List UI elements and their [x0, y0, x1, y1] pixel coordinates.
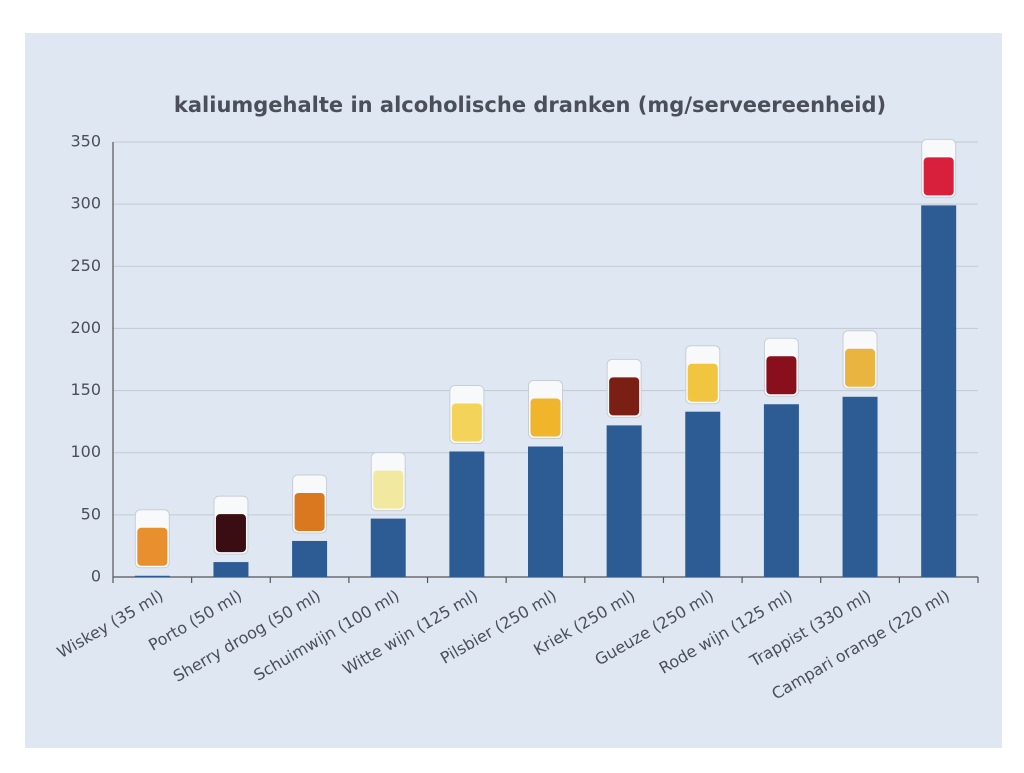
- drink-icon: [921, 138, 957, 198]
- drink-icon: [370, 452, 406, 512]
- chart-title: kaliumgehalte in alcoholische dranken (m…: [174, 93, 886, 117]
- glass-liquid: [294, 492, 325, 531]
- glass-liquid: [923, 157, 954, 196]
- drink-icon: [842, 330, 878, 390]
- bar: [134, 575, 170, 577]
- drink-icon: [685, 345, 721, 405]
- glass-liquid: [845, 348, 876, 387]
- glass-liquid: [373, 470, 404, 509]
- bar: [528, 446, 563, 577]
- bar: [370, 518, 406, 577]
- glass-liquid: [137, 527, 168, 566]
- bar: [213, 562, 249, 577]
- glass-liquid: [215, 514, 246, 553]
- bar: [606, 425, 642, 577]
- bar: [685, 411, 721, 577]
- bar: [763, 404, 799, 577]
- glass-liquid: [451, 403, 482, 442]
- y-tick-label: 150: [70, 380, 101, 399]
- y-tick-label: 250: [70, 256, 101, 275]
- drink-icon: [606, 358, 642, 418]
- drink-icon: [213, 495, 249, 555]
- bar: [842, 396, 878, 577]
- drink-icon: [528, 380, 563, 439]
- glass-liquid: [687, 363, 718, 402]
- drink-icon: [449, 384, 485, 444]
- bar: [449, 451, 485, 577]
- bar: [921, 205, 957, 577]
- y-tick-label: 0: [91, 567, 101, 586]
- glass-liquid: [766, 356, 797, 395]
- y-tick-label: 100: [70, 442, 101, 461]
- y-tick-label: 300: [70, 194, 101, 213]
- drink-icon: [292, 474, 328, 534]
- y-tick-label: 50: [81, 504, 101, 523]
- y-tick-label: 200: [70, 318, 101, 337]
- glass-liquid: [530, 398, 561, 437]
- drink-icon: [134, 509, 170, 569]
- y-tick-label: 350: [70, 132, 101, 151]
- drink-icon: [763, 337, 799, 397]
- bar: [292, 540, 328, 577]
- glass-liquid: [609, 377, 640, 416]
